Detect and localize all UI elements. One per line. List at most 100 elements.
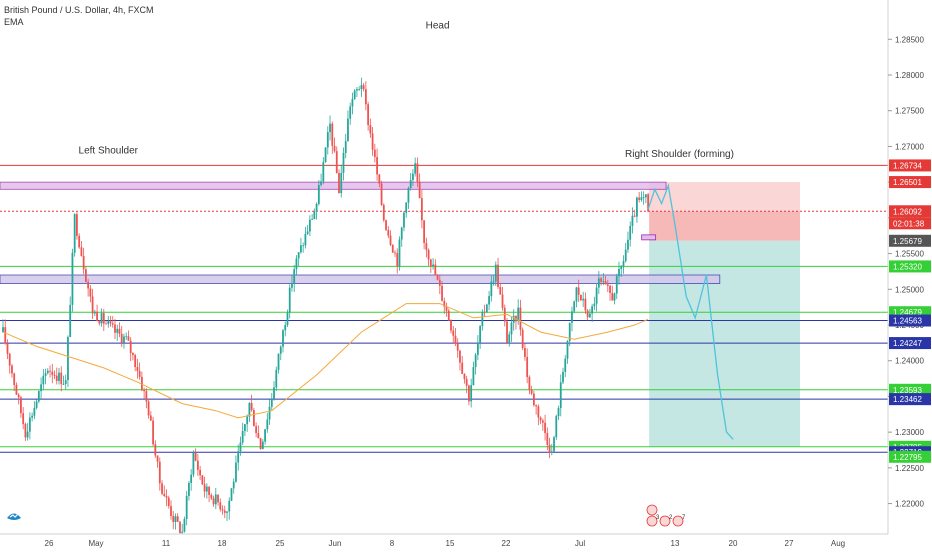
candle bbox=[80, 247, 83, 256]
candle bbox=[376, 157, 378, 175]
candle bbox=[49, 370, 51, 372]
candle bbox=[98, 321, 101, 324]
candle bbox=[367, 104, 370, 126]
candle bbox=[364, 89, 367, 105]
candle bbox=[235, 462, 237, 482]
candle bbox=[308, 219, 311, 232]
tradingview-logo-icon[interactable] bbox=[6, 510, 22, 522]
candle bbox=[102, 313, 105, 324]
candle bbox=[571, 311, 573, 323]
candle bbox=[394, 252, 396, 254]
candle bbox=[248, 402, 251, 417]
price-tag-label: 1.24563 bbox=[893, 317, 922, 326]
price-tag-label: 1.25679 bbox=[893, 237, 922, 246]
candle bbox=[647, 194, 650, 212]
event-badge-count: 3 bbox=[656, 515, 660, 521]
candle bbox=[138, 370, 141, 377]
price-tag bbox=[889, 260, 931, 273]
y-tick-label: 1.23000 bbox=[895, 428, 924, 437]
candle bbox=[250, 402, 253, 411]
x-tick-label: 22 bbox=[502, 539, 511, 548]
candle bbox=[373, 149, 376, 158]
candle bbox=[317, 184, 320, 204]
candle bbox=[577, 287, 580, 295]
candle bbox=[100, 313, 103, 324]
price-tag-label: 1.24679 bbox=[893, 308, 922, 317]
price-tag-label: 1.24247 bbox=[893, 339, 922, 348]
stop-zone bbox=[649, 211, 800, 241]
candle bbox=[320, 181, 322, 185]
candle bbox=[526, 356, 529, 378]
candle bbox=[340, 172, 343, 194]
support-zone bbox=[0, 274, 721, 284]
candle bbox=[353, 90, 356, 99]
candle bbox=[255, 426, 258, 434]
candle bbox=[203, 484, 206, 492]
price-tag bbox=[889, 176, 931, 189]
candle bbox=[228, 500, 231, 512]
candle bbox=[403, 212, 405, 228]
candle bbox=[114, 324, 116, 333]
candle bbox=[488, 296, 490, 305]
candle bbox=[174, 516, 177, 522]
candle bbox=[459, 350, 461, 363]
candle bbox=[593, 303, 596, 307]
candle bbox=[73, 214, 76, 253]
candle bbox=[454, 335, 457, 344]
candle bbox=[46, 370, 49, 374]
marker-box bbox=[641, 234, 657, 241]
symbol-title: British Pound / U.S. Dollar, 4h, FXCM bbox=[4, 5, 154, 15]
candle bbox=[105, 323, 107, 325]
candle bbox=[22, 413, 25, 425]
candle bbox=[512, 315, 515, 323]
candle bbox=[58, 372, 60, 381]
candle bbox=[214, 494, 217, 505]
candle bbox=[315, 203, 318, 212]
candle bbox=[4, 327, 7, 344]
candle bbox=[497, 264, 499, 287]
candle bbox=[13, 373, 16, 385]
candle bbox=[535, 405, 538, 407]
candle bbox=[499, 286, 502, 295]
price-tag bbox=[889, 205, 931, 218]
countdown-label: 02:01:38 bbox=[893, 219, 925, 228]
candle bbox=[84, 269, 87, 282]
candle bbox=[181, 531, 184, 533]
candle bbox=[398, 239, 401, 267]
candle bbox=[441, 285, 443, 301]
candle bbox=[508, 334, 511, 344]
candle bbox=[559, 382, 562, 409]
x-tick-label: May bbox=[88, 539, 103, 548]
y-tick-label: 1.25000 bbox=[895, 285, 924, 294]
candle bbox=[277, 353, 280, 370]
candle bbox=[443, 300, 446, 307]
candle bbox=[261, 441, 264, 449]
candle bbox=[60, 372, 63, 385]
candle bbox=[118, 328, 121, 334]
candle bbox=[405, 202, 408, 213]
candle bbox=[360, 85, 363, 90]
candle bbox=[588, 313, 591, 318]
candle bbox=[297, 252, 300, 259]
candle bbox=[183, 518, 186, 532]
y-tick-label: 1.22000 bbox=[895, 500, 924, 509]
candle bbox=[474, 354, 477, 368]
candle bbox=[64, 380, 67, 385]
candle bbox=[190, 474, 193, 483]
candle bbox=[205, 486, 208, 492]
price-tag-label: 1.26734 bbox=[893, 161, 922, 170]
candle bbox=[595, 287, 598, 304]
price-tag-label: 1.22795 bbox=[893, 453, 922, 462]
candle bbox=[24, 424, 27, 438]
candle bbox=[624, 249, 627, 262]
candle bbox=[537, 406, 540, 418]
candle bbox=[15, 384, 18, 395]
candle bbox=[134, 355, 137, 368]
candle bbox=[465, 379, 468, 386]
candle bbox=[349, 106, 352, 119]
candle bbox=[481, 311, 484, 327]
candle bbox=[257, 433, 260, 439]
candle bbox=[266, 419, 269, 430]
